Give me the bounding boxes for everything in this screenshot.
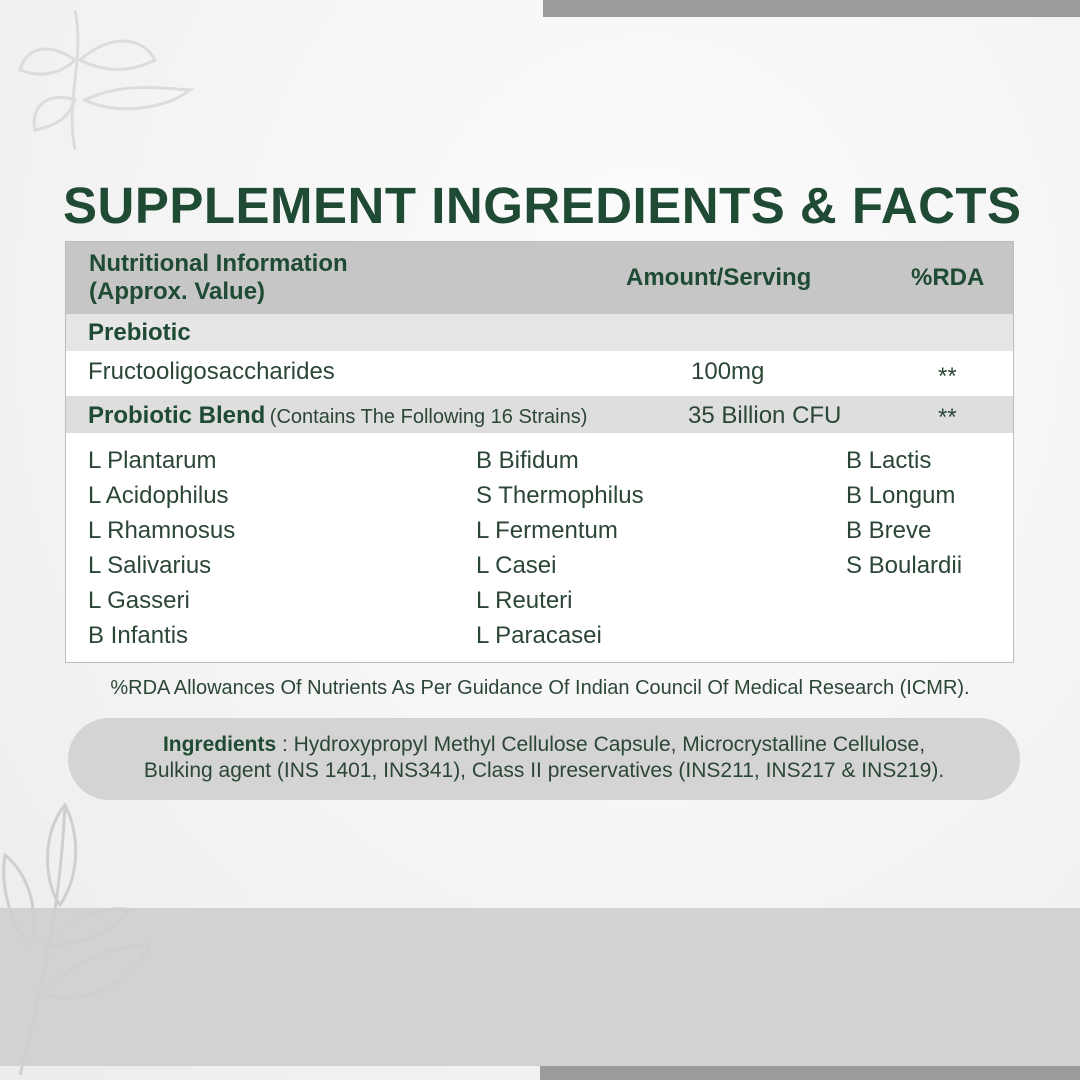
table-row-probiotic: Probiotic Blend (Contains The Following … [66,396,1013,433]
bottom-accent-bar [540,1066,1080,1080]
supplement-facts-table: Nutritional Information (Approx. Value) … [65,241,1014,663]
strain-item: B Bifidum [476,447,579,474]
probiotic-label-group: Probiotic Blend (Contains The Following … [88,402,587,430]
leaf-ornament-icon [2,802,153,1075]
ingredients-box: Ingredients : Hydroxypropyl Methyl Cellu… [68,718,1020,800]
floral-ornament-icon [18,9,195,151]
header-rda: %RDA [911,264,985,291]
probiotic-label: Probiotic Blend [88,402,266,429]
strain-item: L Gasseri [88,587,190,614]
strain-item: S Thermophilus [476,482,644,509]
strain-item: B Longum [846,482,956,509]
strain-item: B Lactis [846,447,932,474]
header-col1-line1: Nutritional Information [89,250,348,277]
strain-item: S Boulardii [846,552,963,579]
fos-rda: ** [938,363,957,390]
strain-item: L Paracasei [476,622,602,649]
fos-amount: 100mg [691,358,765,385]
table-row-fos: Fructooligosaccharides 100mg ** [66,351,1013,396]
ingredients-line2: Bulking agent (INS 1401, INS341), Class … [143,759,945,782]
page-title: SUPPLEMENT INGREDIENTS & FACTS [63,177,1022,234]
prebiotic-label: Prebiotic [88,319,191,346]
ingredients-line1: : Hydroxypropyl Methyl Cellulose Capsule… [276,733,926,756]
table-header: Nutritional Information (Approx. Value) … [66,242,1013,314]
strain-item: L Casei [476,552,557,579]
strain-item: L Reuteri [476,587,573,614]
strain-item: L Salivarius [88,552,212,579]
fos-name: Fructooligosaccharides [88,358,335,385]
top-accent-bar [543,0,1080,17]
probiotic-rda: ** [938,404,957,431]
table-row-prebiotic: Prebiotic [66,314,1013,351]
strain-item: B Breve [846,517,932,544]
rda-footnote: %RDA Allowances Of Nutrients As Per Guid… [110,677,970,699]
strain-item: L Rhamnosus [88,517,236,544]
strain-item: L Plantarum [88,447,217,474]
ingredients-label: Ingredients [162,733,277,756]
probiotic-note: (Contains The Following 16 Strains) [269,406,588,428]
header-col1-line2: (Approx. Value) [89,278,266,305]
strain-item: L Acidophilus [88,482,229,509]
header-amount: Amount/Serving [626,264,812,291]
strain-item: B Infantis [88,622,189,649]
bottom-band [0,908,1080,1066]
strain-item: L Fermentum [476,517,618,544]
probiotic-amount: 35 Billion CFU [688,402,842,429]
